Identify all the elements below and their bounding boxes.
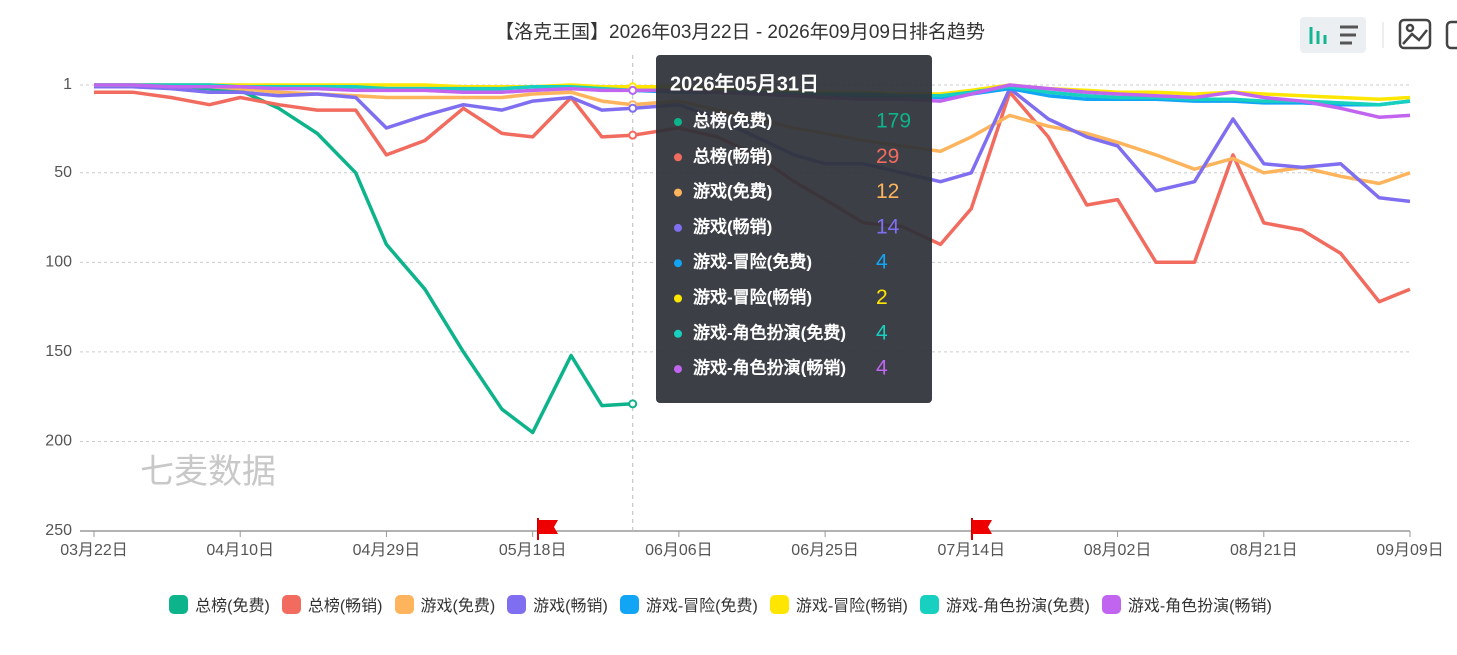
tooltip-dot — [674, 118, 682, 126]
legend: 总榜(免费) 总榜(畅销) 游戏(免费) 游戏(畅销) 游戏-冒险(免费) 游戏-冒险(畅… — [0, 592, 1449, 616]
x-tick-label: 04月29日 — [353, 542, 421, 559]
legend-swatch — [619, 594, 639, 614]
hover-point — [628, 130, 638, 140]
bar-icon[interactable] — [1309, 27, 1327, 44]
legend-item[interactable]: 总榜(免费) — [169, 592, 270, 616]
legend-swatch — [919, 594, 939, 614]
x-tick-label: 05月18日 — [499, 542, 567, 559]
legend-label: 游戏(畅销) — [533, 598, 608, 615]
image-icon[interactable] — [1398, 18, 1432, 50]
tooltip-name: 总榜(免费) — [693, 110, 772, 130]
tooltip-value: 2 — [876, 286, 888, 309]
list-icon[interactable] — [1340, 25, 1358, 45]
tooltip-dot — [674, 223, 682, 232]
series-line — [94, 83, 633, 435]
tooltip-dot — [674, 365, 682, 374]
x-tick-label: 08月02日 — [1084, 542, 1152, 559]
watermark: 七麦数据 — [140, 453, 276, 491]
chart-title: 【洛克王国】2026年03月22日 - 2026年09月09日排名趋势 — [495, 21, 985, 43]
tooltip-value: 4 — [876, 321, 888, 344]
hover-point — [628, 85, 638, 95]
legend-label: 总榜(畅销) — [307, 598, 383, 615]
hover-point — [628, 399, 638, 409]
legend-swatch — [394, 594, 414, 614]
tooltip-name: 游戏-角色扮演(畅销) — [693, 358, 846, 378]
y-tick-label: 200 — [45, 433, 72, 450]
legend-swatch — [281, 594, 301, 614]
tooltip-name: 游戏-冒险(免费) — [693, 252, 812, 272]
y-tick-label: 250 — [45, 522, 72, 539]
x-tick-label: 06月25日 — [791, 542, 859, 559]
tooltip-dot — [674, 294, 682, 303]
tooltip-name: 游戏-角色扮演(免费) — [693, 322, 846, 342]
legend-swatch — [169, 594, 189, 614]
legend-item[interactable]: 游戏-角色扮演(畅销) — [1101, 592, 1272, 616]
tooltip-value: 179 — [876, 110, 911, 133]
tooltip-name: 游戏-冒险(畅销) — [693, 287, 812, 307]
x-tick-label: 09月09日 — [1376, 542, 1444, 559]
y-tick-label: 150 — [45, 343, 72, 360]
tooltip-name: 游戏(畅销) — [693, 216, 772, 236]
legend-label: 游戏-冒险(畅销) — [795, 598, 908, 615]
x-tick-label: 03月22日 — [60, 542, 128, 559]
tooltip-value: 4 — [876, 357, 888, 380]
tooltip-dot — [674, 153, 682, 162]
legend-item[interactable]: 游戏-角色扮演(免费) — [919, 592, 1090, 616]
tooltip-title: 2026年05月31日 — [670, 71, 819, 95]
legend-label: 游戏(免费) — [420, 598, 496, 615]
legend-item[interactable]: 游戏(免费) — [394, 592, 496, 616]
tooltip-name: 游戏(免费) — [693, 181, 772, 201]
tooltip-value: 12 — [876, 180, 899, 203]
tooltip-value: 14 — [876, 215, 900, 238]
tooltip-box — [656, 55, 932, 403]
legend-label: 游戏-冒险(免费) — [645, 598, 758, 615]
legend-swatch — [507, 594, 527, 614]
legend-swatch — [769, 594, 789, 614]
legend-item[interactable]: 游戏-冒险(免费) — [619, 592, 758, 616]
y-tick-label: 50 — [54, 164, 72, 181]
tooltip-dot — [674, 188, 682, 197]
event-flag[interactable] — [537, 518, 558, 540]
legend-item[interactable]: 总榜(畅销) — [281, 592, 383, 616]
tooltip-name: 总榜(畅销) — [693, 146, 772, 166]
y-tick-label: 1 — [63, 76, 72, 93]
legend-label: 总榜(免费) — [195, 598, 270, 615]
x-tick-label: 07月14日 — [938, 542, 1006, 559]
toolbar — [1300, 17, 1457, 53]
x-tick-label: 06月06日 — [645, 542, 713, 559]
x-tick-label: 08月21日 — [1230, 542, 1298, 559]
hover-point — [628, 103, 638, 113]
legend-swatch — [1101, 594, 1121, 614]
tooltip-value: 4 — [876, 251, 888, 274]
legend-item[interactable]: 游戏(畅销) — [507, 592, 608, 616]
y-tick-label: 100 — [45, 254, 72, 271]
tooltip-dot — [674, 329, 682, 338]
download-icon[interactable] — [1445, 20, 1457, 50]
event-flag[interactable] — [971, 518, 992, 540]
x-tick-label: 04月10日 — [206, 542, 274, 559]
legend-item[interactable]: 游戏-冒险(畅销) — [769, 592, 908, 616]
tooltip-dot — [674, 259, 682, 268]
legend-label: 游戏-角色扮演(免费) — [945, 598, 1090, 615]
legend-label: 游戏-角色扮演(畅销) — [1127, 598, 1272, 615]
tooltip-value: 29 — [876, 145, 899, 168]
event-flags — [537, 518, 992, 540]
